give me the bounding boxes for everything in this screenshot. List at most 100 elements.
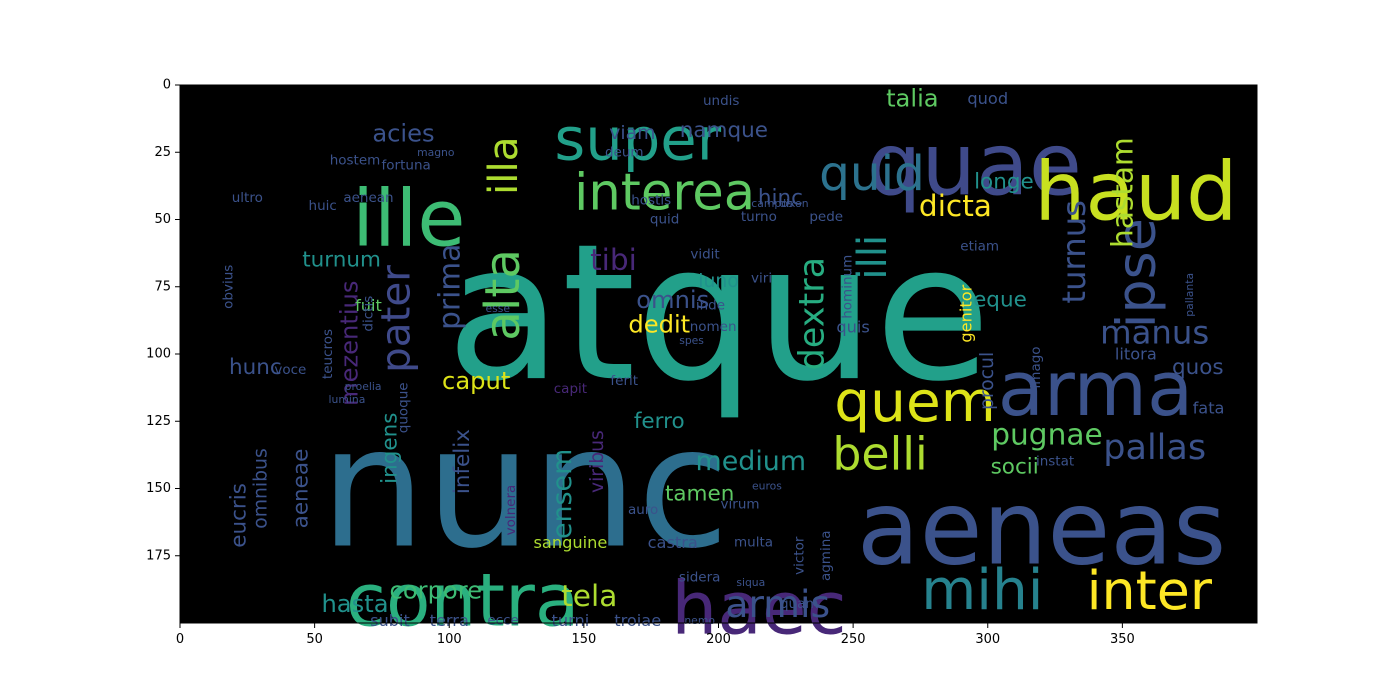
- word-mezentius: mezentius: [336, 280, 364, 406]
- word-contra: contra: [346, 559, 579, 643]
- word-pater: pater: [371, 265, 419, 373]
- y-tick-label: 175: [146, 548, 171, 563]
- word-super: super: [554, 104, 721, 173]
- word-huic: huic: [309, 198, 337, 214]
- word-infelix: infelix: [450, 429, 475, 494]
- word-quid: quid: [650, 212, 679, 228]
- word-socii: socii: [991, 454, 1039, 479]
- word-nunc: nunc: [320, 392, 729, 586]
- word-alta: alta: [475, 249, 531, 341]
- word-ipse: ipse: [1104, 218, 1167, 328]
- word-ecce: ecce: [487, 612, 518, 628]
- word-tibi: tibi: [590, 243, 637, 277]
- word-voce: voce: [274, 362, 306, 378]
- word-procul: procul: [977, 352, 998, 410]
- word-subit: subit: [370, 611, 410, 630]
- word-atque: atque: [446, 204, 991, 423]
- word-acies: acies: [372, 119, 434, 147]
- word-dedit: dedit: [628, 310, 690, 338]
- word-quam: quam: [780, 596, 819, 612]
- word-hostem: hostem: [330, 152, 381, 168]
- word-dextra: dextra: [793, 257, 833, 370]
- word-hominum: hominum: [840, 255, 856, 319]
- word-litora: litora: [1115, 345, 1157, 364]
- word-omnibus: omnibus: [250, 448, 271, 529]
- y-tick-label: 100: [146, 347, 171, 362]
- word-armis: armis: [725, 582, 830, 626]
- word-hasta: hasta: [321, 590, 388, 618]
- word-auro: auro: [628, 502, 658, 518]
- x-tick-label: 200: [706, 632, 731, 647]
- word-hunc: hunc: [229, 355, 282, 380]
- y-tick-label: 50: [154, 212, 171, 227]
- word-quem: quem: [834, 370, 995, 435]
- word-obvius: obvius: [220, 265, 236, 309]
- x-tick-label: 300: [975, 632, 1000, 647]
- word-teucros: teucros: [320, 329, 336, 379]
- word-dictis: dictis: [360, 296, 376, 332]
- word-vidit: vidit: [690, 246, 719, 262]
- word-etiam: etiam: [960, 238, 999, 254]
- word-terra: terra: [430, 611, 469, 630]
- word-corpore: corpore: [390, 577, 483, 605]
- word-ingens: ingens: [378, 412, 403, 483]
- word-volnera: volnera: [503, 485, 519, 536]
- word-quod: quod: [967, 89, 1008, 108]
- word-fortuna: fortuna: [382, 158, 431, 174]
- word-undis: undis: [703, 93, 739, 109]
- word-dixon: dixon: [779, 197, 808, 210]
- word-medium: medium: [696, 446, 807, 477]
- word-interea: interea: [574, 163, 755, 223]
- y-tick-label: 150: [146, 481, 171, 496]
- word-quoque: quoque: [395, 382, 411, 433]
- word-quid: quid: [819, 146, 925, 202]
- word-dicta: dicta: [919, 189, 992, 223]
- word-talia: talia: [886, 84, 939, 112]
- word-omnis: omnis: [636, 286, 709, 314]
- word-prima: prima: [432, 244, 466, 330]
- x-tick-label: 150: [571, 632, 596, 647]
- word-viri: viri: [751, 271, 772, 287]
- word-esse: esse: [485, 302, 510, 315]
- word-campos: campos: [751, 197, 794, 210]
- word-ferro: ferro: [634, 409, 685, 434]
- word-imago: imago: [1028, 346, 1044, 388]
- word-aeneae: aeneae: [289, 449, 314, 529]
- word-capit: capit: [554, 381, 587, 397]
- word-hostis: hostis: [631, 193, 671, 209]
- y-axis: 0 25 50 75 100 125 150 175: [146, 78, 180, 563]
- word-eucris: eucris: [227, 483, 252, 548]
- word-caput: caput: [442, 367, 510, 395]
- word-pugnae: pugnae: [991, 418, 1102, 452]
- word-tela: tela: [561, 579, 617, 613]
- x-tick-label: 250: [841, 632, 866, 647]
- y-tick-label: 0: [163, 78, 171, 93]
- word-agmina: agmina: [818, 530, 834, 581]
- y-tick-label: 75: [154, 279, 171, 294]
- word-spes: spes: [679, 334, 704, 347]
- word-ensem: ensem: [547, 449, 578, 539]
- word-deum: deum: [605, 144, 644, 160]
- word-magno: magno: [417, 146, 455, 159]
- word-instat: instat: [1036, 454, 1074, 470]
- word-lumina: lumina: [329, 393, 366, 406]
- word-castra: castra: [648, 533, 698, 552]
- word-hinc: hinc: [758, 185, 803, 210]
- word-manus: manus: [1100, 313, 1209, 351]
- word-pallanta: pallanta: [1183, 273, 1196, 317]
- x-tick-label: 50: [306, 632, 323, 647]
- word-illi: illi: [848, 235, 896, 280]
- word-quos: quos: [1172, 355, 1224, 380]
- word-quae: quae: [867, 116, 1082, 216]
- word-aenean: aenean: [343, 190, 393, 206]
- word-victor: victor: [791, 536, 807, 575]
- word-inter: inter: [1087, 559, 1213, 622]
- x-tick-label: 0: [176, 632, 184, 647]
- word-viribus: viribus: [587, 430, 608, 493]
- word-hastam: hastam: [1105, 137, 1139, 248]
- x-tick-label: 350: [1110, 632, 1135, 647]
- word-turni: turni: [552, 611, 590, 630]
- word-virum: virum: [721, 497, 760, 513]
- word-iuno: iuno: [698, 271, 739, 292]
